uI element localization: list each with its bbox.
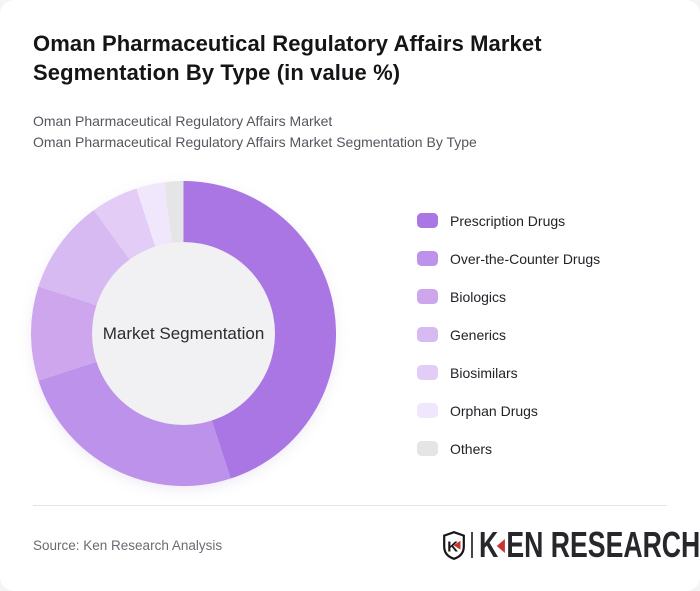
brand-letter-k: K (479, 524, 499, 565)
legend-swatch (417, 289, 438, 304)
legend-item-prescription-drugs: Prescription Drugs (417, 212, 600, 229)
legend-swatch (417, 327, 438, 342)
legend-label: Others (450, 440, 493, 457)
legend-item-orphan-drugs: Orphan Drugs (417, 402, 600, 419)
donut-chart-svg (31, 181, 336, 486)
chart-subtitle: Oman Pharmaceutical Regulatory Affairs M… (33, 111, 477, 153)
emblem-triangle-icon (453, 540, 461, 550)
ken-research-logo: K K EN RESEARCH (443, 524, 700, 565)
logo-separator (471, 532, 473, 558)
legend-label: Generics (450, 326, 507, 343)
donut-chart: Market Segmentation (31, 181, 336, 486)
legend-item-biosimilars: Biosimilars (417, 364, 600, 381)
chart-legend: Prescription Drugs Over-the-Counter Drug… (417, 213, 600, 479)
legend-swatch (417, 403, 438, 418)
legend-item-over-the-counter-drugs: Over-the-Counter Drugs (417, 250, 601, 267)
donut-hole (92, 242, 275, 425)
legend-swatch (417, 365, 438, 380)
footer-divider (33, 505, 667, 506)
source-note: Source: Ken Research Analysis (33, 538, 223, 553)
legend-swatch (417, 441, 438, 456)
legend-label: Orphan Drugs (450, 402, 538, 419)
legend-label: Biologics (450, 288, 507, 305)
brand-rest: EN RESEARCH (506, 524, 700, 565)
legend-label: Over-the-Counter Drugs (450, 250, 601, 267)
brand-triangle-icon (496, 539, 505, 553)
legend-item-others: Others (417, 440, 600, 457)
legend-label: Biosimilars (450, 364, 518, 381)
subtitle-line-2: Oman Pharmaceutical Regulatory Affairs M… (33, 134, 477, 150)
legend-item-generics: Generics (417, 326, 600, 343)
shield-emblem-icon: K (443, 530, 465, 560)
legend-swatch (417, 213, 438, 228)
legend-item-biologics: Biologics (417, 288, 600, 305)
legend-swatch (417, 251, 438, 266)
subtitle-line-1: Oman Pharmaceutical Regulatory Affairs M… (33, 113, 333, 129)
page-title: Oman Pharmaceutical Regulatory Affairs M… (33, 31, 542, 85)
brand-wordmark: K EN RESEARCH (479, 524, 700, 565)
emblem-letter: K (447, 538, 458, 555)
legend-label: Prescription Drugs (450, 212, 566, 229)
